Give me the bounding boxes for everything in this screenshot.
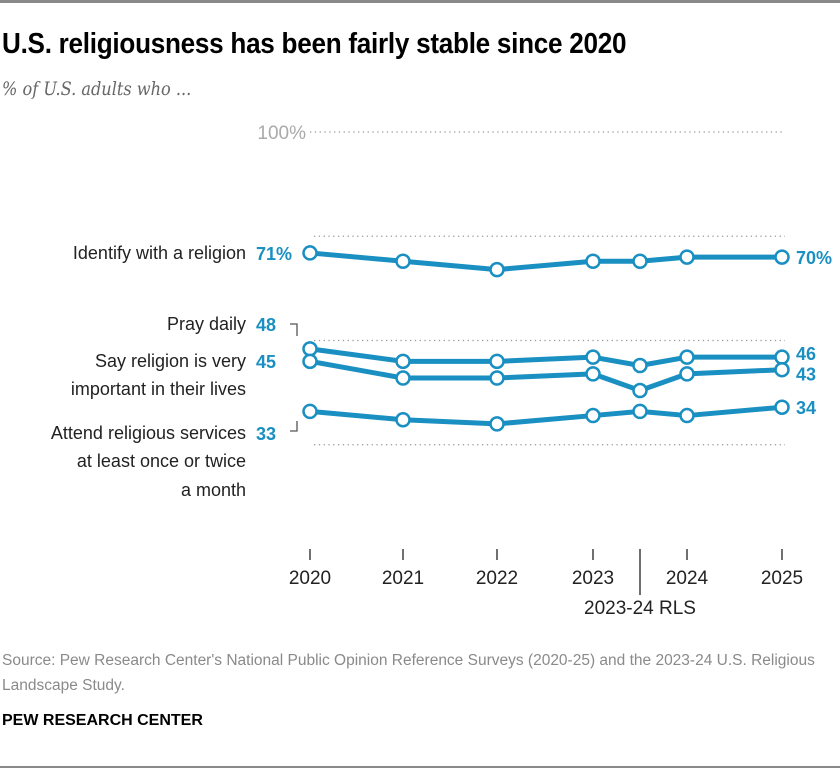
data-point — [774, 399, 790, 415]
chart-subtitle: % of U.S. adults who ... — [2, 78, 192, 100]
x-tick-label: 2020 — [289, 568, 331, 589]
data-point — [302, 341, 318, 357]
data-point — [585, 253, 601, 270]
data-point — [302, 245, 318, 261]
rls-label: 2023-24 RLS — [584, 598, 696, 619]
data-point — [774, 349, 790, 365]
series-label: important in their lives — [71, 379, 246, 399]
series-label: Say religion is very — [95, 351, 246, 371]
series-line — [309, 404, 783, 427]
x-tick-label: 2021 — [382, 568, 424, 589]
end-value-label: 43 — [796, 365, 816, 385]
x-tick-label: 2024 — [666, 568, 709, 589]
data-point — [632, 357, 648, 374]
data-point — [489, 416, 505, 432]
data-point — [302, 353, 318, 370]
x-tick-label: 2022 — [476, 568, 518, 589]
x-tick-label: 2023 — [572, 568, 614, 589]
series-line — [309, 358, 783, 394]
series-label: Identify with a religion — [73, 243, 246, 263]
series-line — [309, 346, 782, 369]
start-value-label: 45 — [256, 352, 276, 372]
series-label: Attend religious services — [51, 423, 246, 443]
series-label: Pray daily — [167, 314, 246, 334]
data-point — [632, 403, 648, 420]
series-line — [309, 250, 782, 273]
data-point — [679, 366, 695, 382]
chart-title: U.S. religiousness has been fairly stabl… — [2, 28, 627, 60]
data-point — [489, 261, 505, 278]
data-point — [395, 370, 411, 386]
data-point — [632, 253, 648, 270]
data-point — [395, 411, 411, 428]
data-point — [585, 349, 601, 365]
line-chart: 100% 2020 2021 2022 2023 2024 2025 2023-24 RLS I… — [51, 123, 832, 619]
start-value-label: 33 — [256, 424, 276, 444]
end-value-label: 34 — [796, 398, 816, 418]
brand-label: PEW RESEARCH CENTER — [2, 712, 203, 729]
end-value-label: 70% — [796, 248, 832, 268]
start-value-label: 48 — [256, 315, 276, 335]
data-point — [302, 403, 318, 420]
end-value-label: 46 — [796, 344, 816, 364]
x-tick-label: 2025 — [761, 568, 803, 589]
source-note: Source: Pew Research Center's National P… — [2, 652, 815, 694]
data-point — [395, 253, 411, 270]
bracket — [290, 323, 298, 336]
data-point — [679, 407, 695, 424]
data-point — [585, 407, 601, 424]
data-point — [489, 353, 505, 370]
start-value-label: 71% — [256, 244, 292, 264]
top-rule — [0, 0, 840, 3]
data-point — [632, 382, 648, 399]
series-label: at least once or twice — [77, 451, 246, 471]
data-point — [679, 249, 695, 265]
data-point — [395, 353, 411, 370]
series-label: a month — [181, 480, 246, 500]
data-point — [585, 366, 601, 382]
data-point — [774, 249, 790, 265]
data-point — [679, 349, 695, 365]
y-tick-label: 100% — [257, 123, 306, 144]
bracket — [290, 421, 298, 432]
bottom-rule — [0, 766, 840, 768]
data-point — [489, 370, 505, 386]
data-point — [774, 361, 790, 378]
